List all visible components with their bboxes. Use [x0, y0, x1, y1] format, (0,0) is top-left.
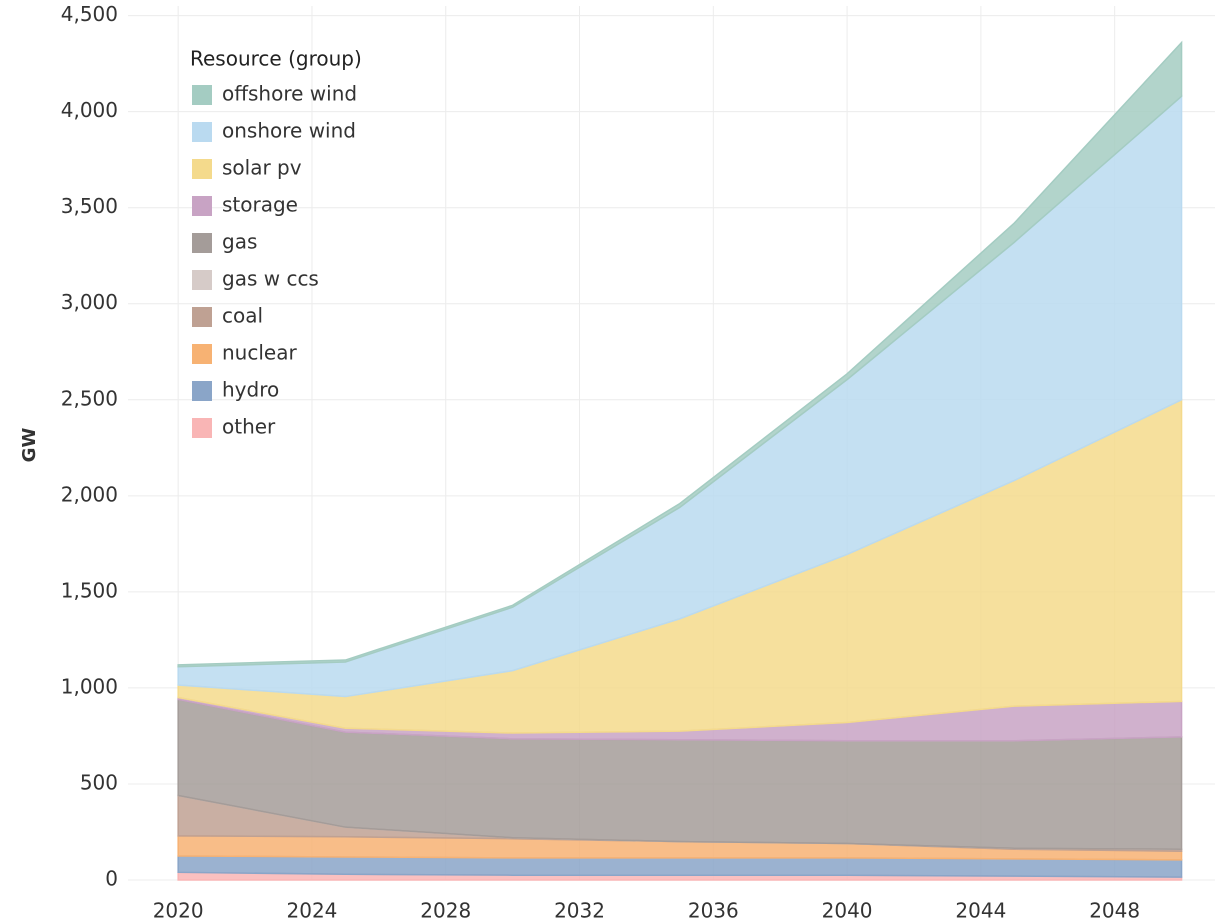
- y-tick-label: 1,000: [61, 674, 118, 698]
- y-tick-label: 2,000: [61, 482, 118, 506]
- x-tick-label: 2040: [822, 899, 873, 923]
- y-tick-label: 2,500: [61, 386, 118, 410]
- y-tick-label: 0: [105, 867, 118, 891]
- x-tick-label: 2048: [1089, 899, 1140, 923]
- x-tick-label: 2024: [287, 899, 338, 923]
- legend-label: gas w ccs: [222, 267, 319, 291]
- legend-title: Resource (group): [190, 47, 362, 71]
- area: [177, 40, 1183, 668]
- legend-swatch: [192, 381, 212, 401]
- legend-swatch: [192, 233, 212, 253]
- legend-label: gas: [222, 230, 257, 254]
- legend-label: onshore wind: [222, 119, 356, 143]
- legend-label: storage: [222, 193, 298, 217]
- x-tick-label: 2044: [955, 899, 1006, 923]
- legend-swatch: [192, 344, 212, 364]
- y-tick-label: 3,000: [61, 290, 118, 314]
- legend-swatch: [192, 418, 212, 438]
- areas: [177, 40, 1183, 881]
- legend-swatch: [192, 159, 212, 179]
- legend-label: other: [222, 415, 276, 439]
- y-axis-label: GW: [19, 428, 40, 463]
- legend-swatch: [192, 196, 212, 216]
- y-tick-label: 1,500: [61, 578, 118, 602]
- y-tick-label: 4,500: [61, 2, 118, 26]
- legend-label: coal: [222, 304, 263, 328]
- x-tick-label: 2036: [688, 899, 739, 923]
- legend-swatch: [192, 307, 212, 327]
- legend-label: nuclear: [222, 341, 297, 365]
- legend-swatch: [192, 122, 212, 142]
- y-tick-label: 3,500: [61, 194, 118, 218]
- x-tick-label: 2028: [420, 899, 471, 923]
- y-tick-label: 4,000: [61, 98, 118, 122]
- y-tick-label: 500: [80, 770, 118, 794]
- axes: 0 500 1,000 1,500 2,000 2,500 3,000 3,500 4,000 4…: [61, 2, 1140, 922]
- legend-swatch: [192, 270, 212, 290]
- legend-swatch: [192, 85, 212, 105]
- legend-label: hydro: [222, 378, 279, 402]
- legend: Resource (group) offshore wind onshore wi…: [190, 47, 362, 439]
- legend-label: offshore wind: [222, 82, 357, 106]
- x-tick-label: 2032: [554, 899, 605, 923]
- legend-label: solar pv: [222, 156, 302, 180]
- x-tick-label: 2020: [153, 899, 204, 923]
